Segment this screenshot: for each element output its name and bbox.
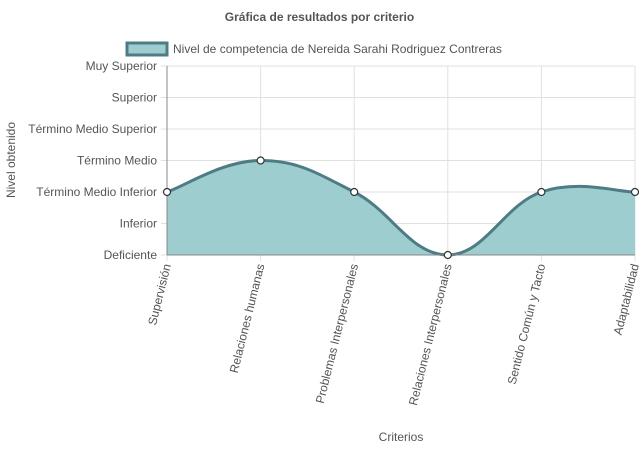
y-tick-labels: Deficiente Inferior Término Medio Inferior… bbox=[28, 59, 157, 262]
y-tick-label: Término Medio Superior bbox=[28, 122, 157, 136]
data-point[interactable] bbox=[537, 187, 546, 197]
y-tick-label: Muy Superior bbox=[86, 59, 157, 73]
x-tick-label: Problemas Interpersonales bbox=[313, 262, 361, 405]
legend[interactable]: Nivel de competencia de Nereida Sarahi R… bbox=[125, 41, 502, 57]
x-tick-label: Sentido Común y Tacto bbox=[505, 262, 549, 386]
legend-swatch[interactable] bbox=[125, 41, 169, 57]
data-point[interactable] bbox=[162, 187, 172, 197]
axes bbox=[166, 66, 635, 256]
data-point[interactable] bbox=[350, 187, 359, 197]
x-tick-label: Relaciones Interpersonales bbox=[406, 262, 455, 406]
y-axis-title: Nivel obtenido bbox=[4, 122, 18, 198]
x-tick-label-group: Relaciones Interpersonales bbox=[406, 262, 455, 406]
series-area bbox=[166, 158, 636, 257]
x-tick-label-group: Adaptabilidad bbox=[611, 262, 639, 336]
x-tick-label: Supervisión bbox=[145, 262, 174, 326]
x-tick-label-group: Sentido Común y Tacto bbox=[505, 262, 549, 386]
y-tick-label: Inferior bbox=[120, 217, 157, 231]
data-point[interactable] bbox=[630, 187, 639, 197]
x-tick-labels: Supervisión Relaciones humanas Problemas I… bbox=[145, 262, 639, 407]
x-tick-label-group: Relaciones humanas bbox=[227, 262, 268, 374]
data-points[interactable] bbox=[162, 156, 639, 260]
legend-label[interactable]: Nivel de competencia de Nereida Sarahi R… bbox=[173, 42, 502, 56]
y-tick-label: Término Medio bbox=[77, 154, 157, 168]
x-axis-title: Criterios bbox=[379, 430, 424, 444]
data-point[interactable] bbox=[443, 250, 452, 260]
x-tick-label-group: Supervisión bbox=[145, 262, 174, 326]
x-tick-label: Adaptabilidad bbox=[611, 262, 639, 336]
y-tick-label: Superior bbox=[112, 91, 157, 105]
x-tick-label: Relaciones humanas bbox=[227, 262, 268, 374]
series-area-fill bbox=[167, 160, 635, 255]
y-tick-label: Término Medio Inferior bbox=[36, 185, 157, 199]
chart-title: Gráfica de resultados por criterio bbox=[225, 10, 414, 24]
y-tick-label: Deficiente bbox=[104, 248, 158, 262]
x-tick-label-group: Problemas Interpersonales bbox=[313, 262, 361, 405]
data-point[interactable] bbox=[256, 156, 265, 165]
